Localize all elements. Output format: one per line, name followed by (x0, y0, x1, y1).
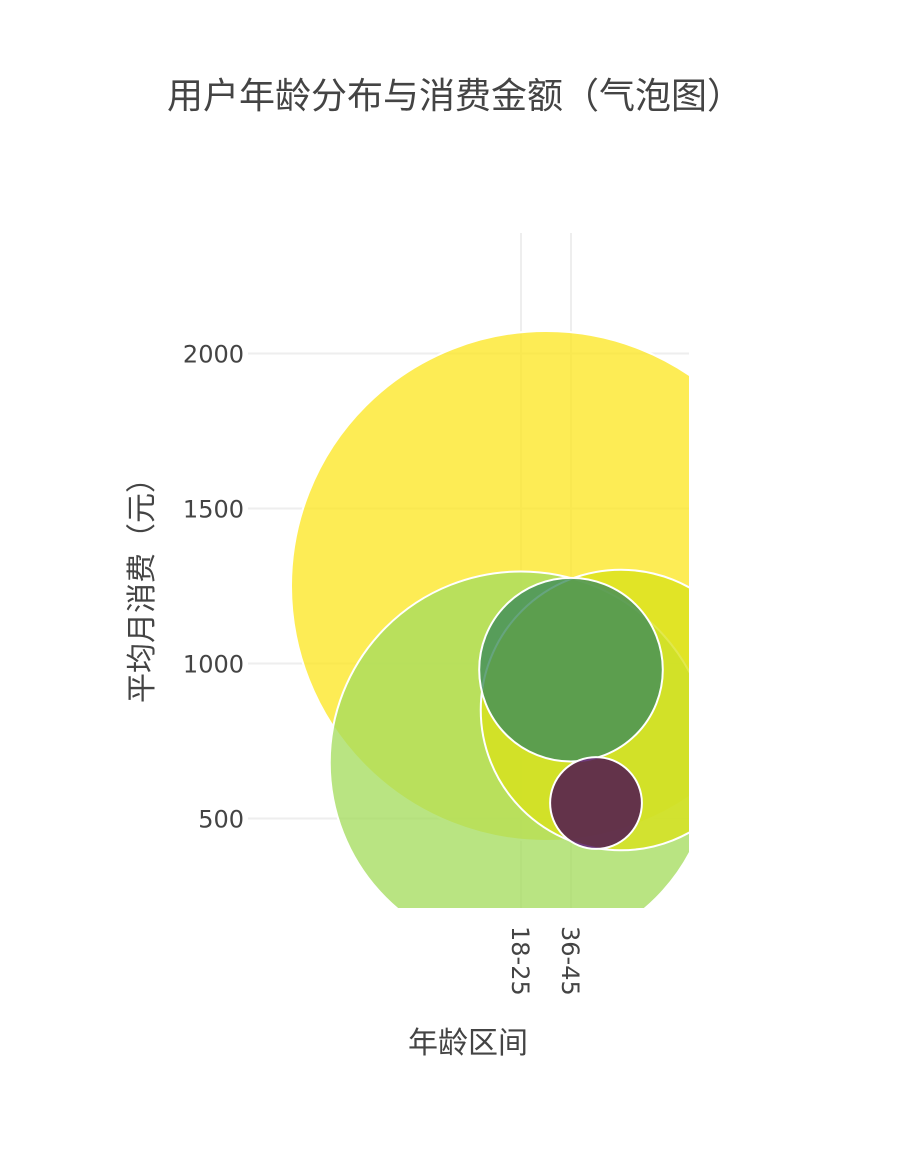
x-tick-label: 18-25 (506, 926, 534, 996)
x-tick-labels: 18-25 36-45 (506, 926, 584, 996)
y-tick-label: 1000 (183, 651, 244, 679)
x-axis-title: 年龄区间 (408, 1026, 528, 1061)
bubble-36-45 (478, 576, 664, 763)
bubble-46-55 (549, 756, 643, 850)
y-tick-label: 1500 (183, 496, 244, 524)
y-axis-title: 平均月消费（元） (125, 463, 160, 703)
y-tick-label: 500 (198, 806, 244, 834)
chart-title: 用户年龄分布与消费金额（气泡图） (167, 76, 743, 117)
y-tick-labels: 500 1000 1500 2000 (183, 341, 244, 834)
bubbles-layer (290, 330, 689, 908)
y-tick-label: 2000 (183, 341, 244, 369)
x-tick-label: 36-45 (556, 926, 584, 996)
